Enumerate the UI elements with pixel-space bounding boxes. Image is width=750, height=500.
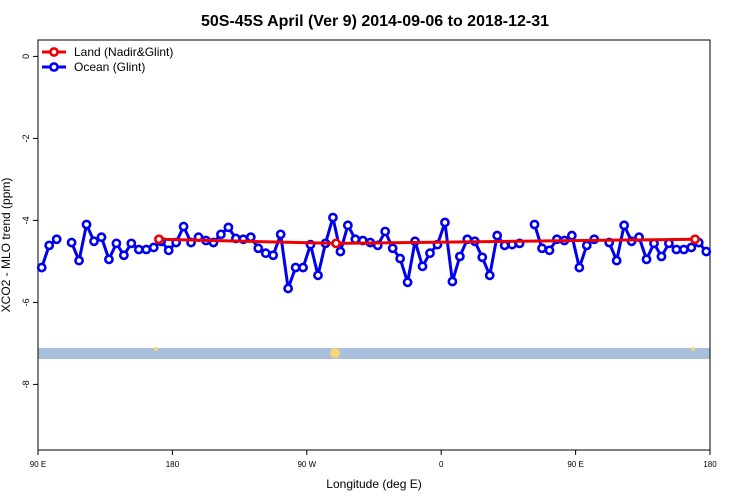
legend-marker [49, 62, 59, 72]
point [111, 238, 122, 249]
point [690, 234, 700, 245]
point [447, 276, 458, 287]
point [641, 254, 652, 265]
point [74, 255, 84, 266]
point [245, 232, 256, 243]
point [178, 221, 189, 232]
legend-marker [49, 47, 59, 57]
point [148, 242, 159, 253]
point [342, 220, 353, 231]
point [141, 244, 152, 255]
y-tick-label: -2 [21, 134, 31, 142]
point [656, 251, 667, 262]
point [611, 255, 622, 266]
point [126, 238, 137, 249]
x-tick-label: 0 [439, 460, 444, 469]
point [440, 217, 450, 228]
point [537, 243, 547, 254]
point [133, 244, 144, 255]
point [253, 243, 264, 254]
legend-label: Ocean (Glint) [74, 60, 145, 74]
x-tick-label: 90 E [567, 460, 583, 469]
surface-strip [38, 348, 710, 359]
point [686, 242, 697, 253]
point [216, 229, 226, 240]
y-tick-label: -6 [21, 298, 31, 306]
point [484, 270, 495, 281]
point [544, 245, 555, 256]
y-tick-label: -4 [21, 216, 31, 224]
point [671, 244, 682, 255]
point [574, 262, 585, 273]
point [290, 262, 301, 273]
point [380, 226, 391, 237]
point [298, 262, 308, 273]
y-tick-label: -8 [21, 380, 31, 388]
point [581, 240, 592, 251]
point [417, 261, 428, 272]
point [118, 250, 129, 261]
strip-dot [691, 347, 695, 351]
point [454, 251, 465, 262]
point [44, 240, 55, 251]
x-tick-label: 90 E [30, 460, 46, 469]
point [425, 248, 435, 259]
point [163, 245, 174, 256]
strip-dot [330, 348, 340, 358]
point [395, 253, 406, 264]
point [275, 229, 286, 240]
strip-dot [154, 347, 158, 351]
point [492, 230, 503, 241]
series-line [158, 237, 696, 245]
point [283, 283, 294, 294]
point [335, 246, 346, 257]
point [477, 252, 488, 263]
x-tick-label: 90 W [297, 460, 316, 469]
point [566, 230, 577, 241]
point [66, 237, 77, 248]
point [154, 234, 164, 245]
x-axis-label: Longitude (deg E) [326, 477, 421, 491]
point [387, 243, 398, 254]
point [51, 234, 62, 245]
point [36, 262, 47, 273]
point [104, 254, 114, 265]
y-axis-label: XCO2 - MLO trend (ppm) [0, 178, 13, 313]
point [223, 222, 234, 233]
point [268, 250, 279, 261]
point [331, 238, 341, 249]
point [328, 212, 338, 223]
point [701, 246, 712, 257]
point [678, 244, 689, 255]
point [96, 232, 107, 243]
point [529, 219, 540, 230]
x-tick-label: 180 [703, 460, 717, 469]
point [260, 248, 271, 259]
point [402, 277, 413, 288]
point [81, 219, 92, 230]
point [313, 270, 323, 281]
point [89, 236, 99, 247]
chart-title: 50S-45S April (Ver 9) 2014-09-06 to 2018… [201, 13, 549, 30]
legend-label: Land (Nadir&Glint) [74, 45, 173, 59]
point [619, 220, 630, 231]
y-tick-label: 0 [21, 54, 31, 59]
x-tick-label: 180 [166, 460, 180, 469]
plot-frame [37, 39, 711, 451]
